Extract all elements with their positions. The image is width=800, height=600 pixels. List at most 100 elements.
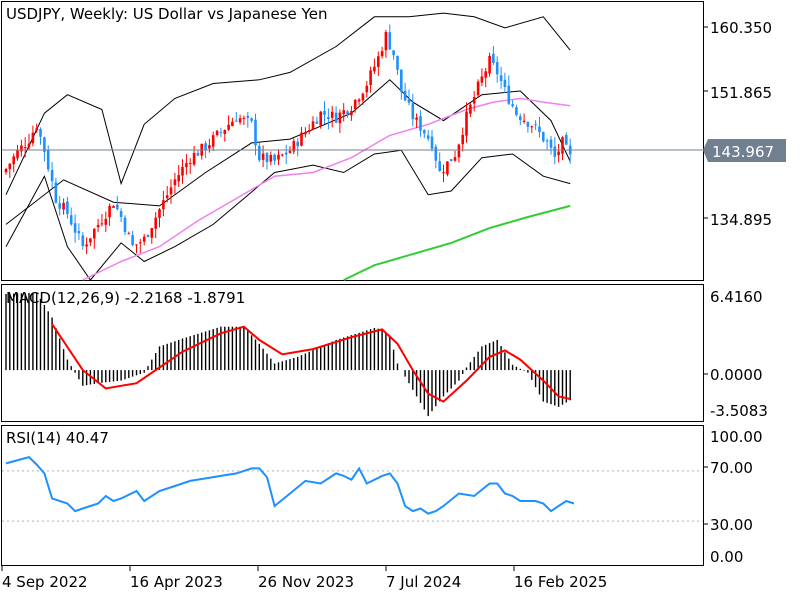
candle-body	[16, 149, 19, 159]
candle-body	[388, 32, 392, 50]
candle-body	[288, 150, 292, 153]
candle-body	[73, 223, 77, 233]
candle-body	[319, 111, 322, 126]
time-tick-label: 4 Sep 2022	[2, 573, 88, 591]
candle-body	[69, 215, 73, 225]
candle-body	[62, 202, 65, 210]
rsi-tick-label: 0.00	[710, 548, 743, 566]
candle-body	[392, 50, 395, 56]
candle-body	[8, 163, 12, 169]
candle-body	[353, 99, 357, 110]
candle-body	[472, 97, 476, 104]
candle-body	[269, 155, 273, 162]
candle-body	[123, 217, 127, 232]
candle-body	[369, 70, 372, 85]
time-tick-label: 16 Feb 2025	[514, 573, 607, 591]
price-tick-label: 134.895	[710, 211, 772, 229]
candle-body	[50, 169, 54, 182]
candle-body	[330, 111, 334, 118]
candle-body	[373, 66, 376, 72]
candle-body	[173, 179, 177, 186]
candle-body	[338, 112, 342, 124]
candle-body	[215, 130, 219, 135]
candle-body	[384, 32, 388, 51]
candle-body	[503, 79, 507, 87]
macd-panel-frame	[1, 284, 704, 422]
candle-body	[530, 126, 534, 128]
candle-body	[307, 130, 311, 133]
candle-body	[35, 128, 38, 131]
candle-body	[112, 206, 115, 208]
candle-body	[380, 51, 384, 57]
candle-body	[188, 163, 192, 164]
candle-body	[77, 231, 81, 234]
rsi-panel-frame	[1, 425, 704, 566]
main-chart-title: USDJPY, Weekly: US Dollar vs Japanese Ye…	[6, 5, 327, 23]
candle-body	[196, 152, 200, 156]
candle-body	[85, 244, 88, 247]
candle-body	[430, 136, 434, 149]
candle-body	[277, 154, 280, 160]
candle-body	[219, 131, 223, 133]
candle-body	[139, 242, 142, 244]
candle-body	[342, 110, 345, 115]
candle-body	[93, 228, 96, 239]
candle-body	[311, 121, 315, 130]
candle-body	[66, 201, 69, 214]
candle-body	[495, 62, 499, 75]
candle-body	[231, 121, 234, 126]
candle-body	[522, 120, 526, 122]
candle-body	[238, 118, 242, 123]
macd-tick-label: 6.4160	[710, 288, 763, 306]
candle-body	[54, 182, 58, 203]
candle-body	[426, 135, 430, 139]
candle-body	[165, 195, 169, 199]
candle-body	[281, 154, 284, 156]
candle-body	[515, 107, 518, 115]
candle-body	[484, 71, 487, 78]
candle-body	[553, 146, 557, 157]
candle-body	[39, 129, 42, 137]
macd-title: MACD(12,26,9) -2.2168 -1.8791	[6, 289, 245, 307]
candle-body	[442, 172, 445, 174]
candle-body	[235, 120, 238, 122]
candle-body	[542, 132, 545, 142]
candle-body	[361, 93, 365, 101]
candle-body	[227, 124, 230, 130]
candle-body	[158, 209, 161, 218]
candle-body	[565, 135, 568, 145]
candle-body	[453, 157, 457, 161]
main-panel-frame	[1, 1, 704, 281]
candle-body	[150, 228, 154, 238]
candle-body	[127, 233, 131, 235]
candle-body	[96, 224, 100, 228]
price-axis: 160.350 151.865 134.895	[703, 19, 772, 229]
time-tick-label: 16 Apr 2023	[130, 573, 223, 591]
candle-body	[465, 111, 468, 136]
candle-body	[526, 122, 530, 127]
candle-body	[254, 119, 257, 146]
candle-body	[492, 53, 495, 63]
macd-plot-area	[5, 292, 571, 417]
candle-body	[323, 111, 326, 115]
candle-body	[407, 99, 411, 103]
candle-body	[377, 56, 380, 67]
candle-body	[545, 140, 549, 142]
candle-body	[357, 99, 361, 102]
candle-body	[304, 132, 307, 135]
time-tick-label: 26 Nov 2023	[258, 573, 354, 591]
candle-body	[258, 146, 261, 161]
current-price-value: 143.967	[712, 143, 774, 161]
candle-body	[538, 126, 541, 132]
candle-body	[135, 244, 138, 246]
candle-body	[131, 235, 134, 246]
candle-body	[423, 130, 426, 134]
candle-body	[507, 85, 511, 104]
candle-body	[169, 187, 173, 195]
macd-tick-label: -3.5083	[710, 402, 768, 420]
candle-body	[20, 145, 23, 152]
time-axis: 4 Sep 2022 16 Apr 2023 26 Nov 2023 7 Jul…	[1, 566, 607, 591]
candle-body	[469, 104, 472, 114]
candle-body	[104, 218, 108, 225]
candle-body	[273, 154, 276, 161]
